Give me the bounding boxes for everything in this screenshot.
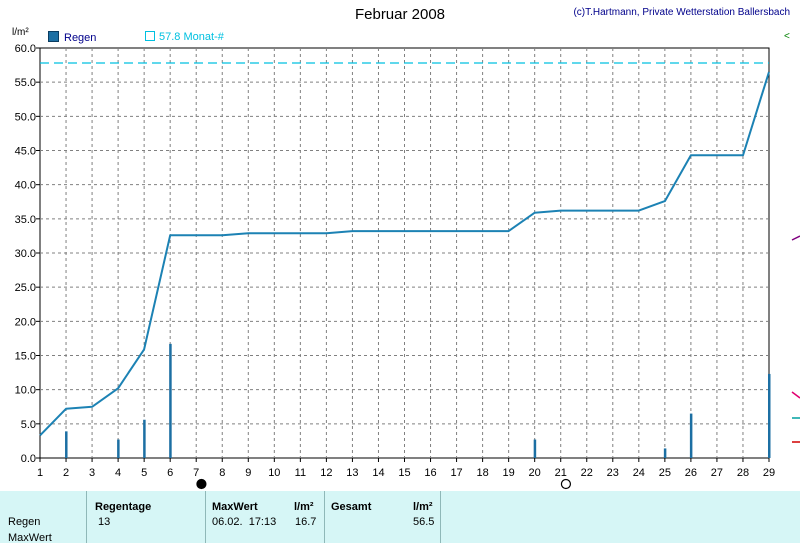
x-tick-label: 3	[89, 467, 95, 479]
stats-panel: Regen MaxWert Regentage 13 MaxWert l/m² …	[0, 491, 800, 544]
rain-bar	[143, 419, 146, 458]
y-tick-label: 10.0	[15, 385, 36, 397]
x-tick-label: 5	[141, 467, 147, 479]
x-tick-label: 4	[115, 467, 121, 479]
copyright-text: (c)T.Hartmann, Private Wetterstation Bal…	[573, 7, 790, 18]
legend-rain: Regen	[48, 31, 96, 44]
legend-month-label: 57.8 Monat-#	[159, 31, 224, 43]
rain-bar	[663, 448, 667, 458]
x-tick-label: 22	[581, 467, 593, 479]
maxwert-value: 16.7	[295, 516, 317, 528]
x-tick-label: 16	[424, 467, 436, 479]
maxwert-datetime: 06.02. 17:13	[212, 516, 277, 528]
x-tick-label: 26	[685, 467, 697, 479]
x-tick-label: 9	[245, 467, 251, 479]
gesamt-header: Gesamt	[331, 501, 372, 513]
new-moon-icon	[196, 478, 207, 490]
chart-title: Februar 2008	[354, 6, 446, 23]
x-tick-label: 28	[737, 467, 749, 479]
x-tick-label: 15	[398, 467, 410, 479]
x-tick-label: 25	[659, 467, 671, 479]
x-tick-label: 19	[503, 467, 515, 479]
x-tick-label: 18	[476, 467, 488, 479]
x-tick-label: 14	[372, 467, 384, 479]
right-edge-marker: <	[784, 31, 790, 42]
y-tick-label: 50.0	[15, 111, 36, 123]
maxwert-header: MaxWert	[212, 501, 258, 513]
x-tick-label: 27	[711, 467, 723, 479]
legend-month: 57.8 Monat-#	[145, 31, 224, 43]
side-trace-mark	[791, 235, 800, 241]
x-tick-label: 13	[346, 467, 358, 479]
regentage-header: Regentage	[95, 501, 152, 513]
x-tick-label: 1	[37, 467, 43, 479]
y-tick-label: 45.0	[15, 146, 36, 158]
x-tick-label: 2	[63, 467, 69, 479]
x-tick-label: 10	[268, 467, 280, 479]
panel-divider	[205, 491, 206, 543]
y-tick-label: 0.0	[21, 453, 36, 465]
panel-divider	[86, 491, 87, 543]
panel-divider	[324, 491, 325, 543]
x-tick-label: 6	[167, 467, 173, 479]
legend-rain-label: Regen	[64, 32, 97, 44]
full-moon-icon	[560, 478, 572, 490]
y-tick-label: 35.0	[15, 214, 36, 226]
x-tick-label: 23	[607, 467, 619, 479]
rain-bar	[689, 413, 693, 458]
maxwert-unit: l/m²	[294, 501, 314, 513]
regentage-value: 13	[98, 516, 111, 528]
x-tick-label: 17	[450, 467, 462, 479]
gesamt-unit: l/m²	[413, 501, 433, 513]
x-tick-label: 8	[219, 467, 225, 479]
rain-chart: 1 2 3 4 5 6 7 8 9 10 11 12 13 14 15 16 17 18 19 20 21 22 23 24 2…	[15, 43, 800, 490]
x-tick-label: 11	[295, 467, 306, 479]
y-tick-label: 20.0	[15, 316, 36, 328]
legend-month-swatch-icon	[145, 31, 155, 41]
y-tick-label: 15.0	[15, 351, 36, 363]
x-tick-label: 12	[320, 467, 332, 479]
x-tick-label: 29	[763, 467, 775, 479]
legend-rain-swatch-icon	[48, 31, 59, 42]
y-tick-label: 5.0	[21, 419, 36, 431]
rain-bar	[169, 343, 172, 458]
rain-bar	[65, 431, 68, 458]
y-tick-label: 30.0	[15, 248, 36, 260]
x-tick-label: 20	[529, 467, 541, 479]
y-axis-unit: l/m²	[12, 27, 29, 38]
x-tick-label: 24	[633, 467, 645, 479]
x-tick-label: 7	[193, 467, 199, 479]
side-trace-mark	[791, 391, 800, 399]
panel-divider	[440, 491, 441, 543]
gesamt-value: 56.5	[413, 516, 435, 528]
row-label-regen: Regen	[8, 516, 41, 528]
row-label-maxwert: MaxWert	[8, 532, 52, 544]
rain-bar	[768, 373, 771, 458]
rain-bar	[533, 439, 537, 458]
cumulative-rain-line	[39, 71, 770, 437]
y-tick-label: 55.0	[15, 77, 36, 89]
rain-bar	[117, 439, 120, 458]
y-tick-label: 60.0	[15, 43, 36, 55]
y-tick-label: 40.0	[15, 180, 36, 192]
y-tick-label: 25.0	[15, 282, 36, 294]
x-tick-label: 21	[555, 467, 567, 479]
